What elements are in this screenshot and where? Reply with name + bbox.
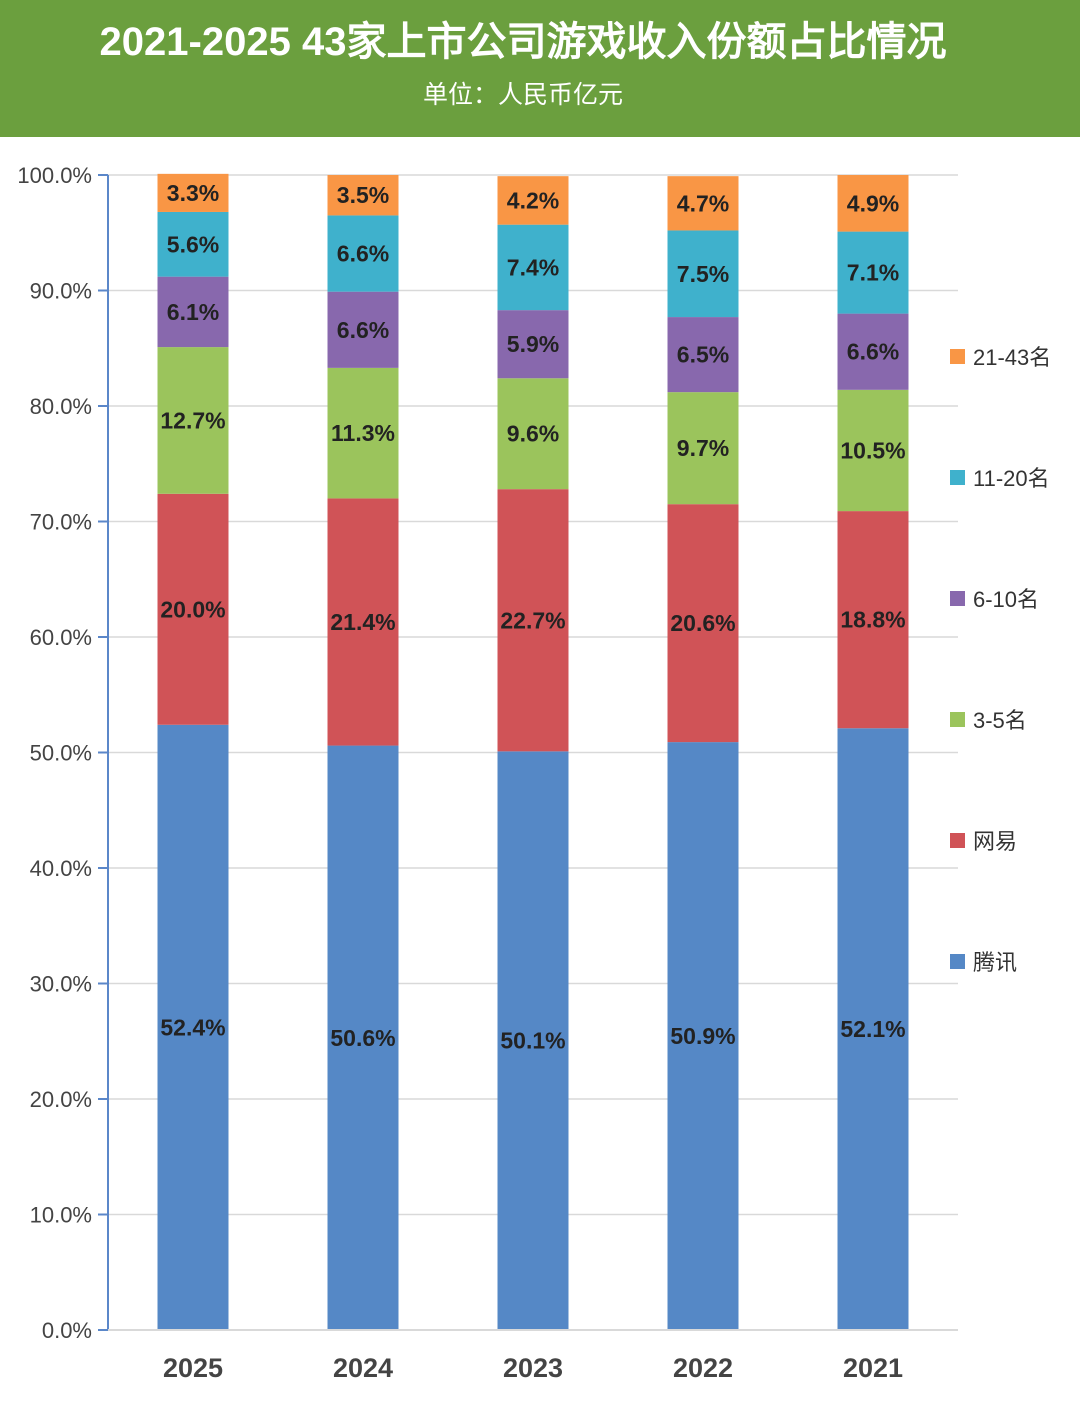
data-label: 9.6% xyxy=(507,421,559,447)
data-label: 9.7% xyxy=(677,435,729,461)
bar-segment xyxy=(837,511,909,729)
legend-label: 腾讯 xyxy=(973,950,1017,975)
legend-swatch xyxy=(950,833,965,848)
bar-segment xyxy=(667,742,739,1330)
data-label: 50.6% xyxy=(330,1025,395,1051)
bar-segment xyxy=(497,751,569,1330)
data-label: 7.5% xyxy=(677,261,729,287)
bar-segment xyxy=(327,745,399,1330)
data-label: 6.6% xyxy=(337,241,389,267)
bar-segment xyxy=(497,176,569,225)
y-tick-label: 40.0% xyxy=(30,856,92,881)
data-label: 5.9% xyxy=(507,331,559,357)
legend-label: 21-43名 xyxy=(973,345,1051,370)
bar-segment xyxy=(667,317,739,393)
bar-segment xyxy=(837,175,909,232)
title-banner: 2021-2025 43家上市公司游戏收入份额占比情况 单位：人民币亿元 xyxy=(0,0,1080,137)
y-tick-label: 20.0% xyxy=(30,1087,92,1112)
legend-swatch xyxy=(950,954,965,969)
data-label: 20.6% xyxy=(670,610,735,636)
bar-segment xyxy=(837,313,909,390)
y-tick-label: 70.0% xyxy=(30,510,92,535)
bar-segment xyxy=(837,389,909,512)
data-label: 6.1% xyxy=(167,299,219,325)
bar-segment xyxy=(327,367,399,499)
bar-segment xyxy=(837,231,909,314)
data-label: 3.5% xyxy=(337,182,389,208)
legend-swatch xyxy=(950,349,965,364)
legend-swatch xyxy=(950,591,965,606)
y-tick-label: 50.0% xyxy=(30,741,92,766)
chart-title: 2021-2025 43家上市公司游戏收入份额占比情况 xyxy=(99,20,947,64)
legend-swatch xyxy=(950,470,965,485)
data-label: 52.4% xyxy=(160,1014,225,1040)
y-tick-label: 10.0% xyxy=(30,1203,92,1228)
legend-swatch xyxy=(950,712,965,727)
x-tick-label: 2022 xyxy=(673,1353,733,1383)
legend-label: 3-5名 xyxy=(973,708,1027,733)
bar-segment xyxy=(497,489,569,752)
chart-subtitle: 单位：人民币亿元 xyxy=(422,81,623,109)
bar-segment xyxy=(667,230,739,318)
data-label: 21.4% xyxy=(330,609,395,635)
data-label: 12.7% xyxy=(160,407,225,433)
x-tick-label: 2023 xyxy=(503,1353,563,1383)
y-tick-label: 80.0% xyxy=(30,394,92,419)
bar-segment xyxy=(497,224,569,311)
data-label: 3.3% xyxy=(167,180,219,206)
data-label: 4.7% xyxy=(677,190,729,216)
data-label: 6.6% xyxy=(847,339,899,365)
stacked-bar-chart: 0.0% 10.0% 20.0% 30.0% 40.0% 50.0% 60.0% 70.0% 8… xyxy=(17,163,1051,1383)
bar-segment xyxy=(327,291,399,368)
x-tick-label: 2024 xyxy=(333,1353,393,1383)
legend-label: 6-10名 xyxy=(973,587,1039,612)
data-label: 22.7% xyxy=(500,607,565,633)
data-label: 5.6% xyxy=(167,231,219,257)
x-tick-label: 2021 xyxy=(843,1353,903,1383)
data-label: 4.2% xyxy=(507,187,559,213)
bar-segment xyxy=(497,378,569,490)
legend-label: 11-20名 xyxy=(973,466,1050,491)
bar-segment xyxy=(667,176,739,231)
bar-segment xyxy=(667,392,739,505)
data-label: 20.0% xyxy=(160,596,225,622)
bar-segment xyxy=(327,498,399,746)
bar-segment xyxy=(327,215,399,292)
y-tick-label: 90.0% xyxy=(30,279,92,304)
data-label: 18.8% xyxy=(840,607,905,633)
bar-segment xyxy=(667,504,739,743)
y-tick-label: 60.0% xyxy=(30,625,92,650)
bar-segment xyxy=(157,347,229,494)
data-label: 4.9% xyxy=(847,190,899,216)
data-label: 7.4% xyxy=(507,254,559,280)
data-label: 6.5% xyxy=(677,342,729,368)
data-label: 7.1% xyxy=(847,260,899,286)
data-label: 6.6% xyxy=(337,317,389,343)
bar-segment xyxy=(157,173,229,212)
bar-segment xyxy=(157,211,229,277)
bar-segment xyxy=(157,724,229,1330)
legend-label: 网易 xyxy=(973,829,1017,854)
data-label: 11.3% xyxy=(331,420,395,446)
data-label: 10.5% xyxy=(840,437,905,463)
bar-segment xyxy=(837,728,909,1330)
data-label: 52.1% xyxy=(840,1016,905,1042)
bar-segment xyxy=(157,276,229,348)
data-label: 50.9% xyxy=(670,1023,735,1049)
y-tick-label: 100.0% xyxy=(17,163,92,188)
bar-segment xyxy=(497,310,569,379)
y-tick-label: 30.0% xyxy=(30,972,92,997)
bar-segment xyxy=(327,175,399,216)
y-tick-label: 0.0% xyxy=(42,1318,92,1343)
x-tick-label: 2025 xyxy=(163,1353,223,1383)
bar-segment xyxy=(157,493,229,725)
data-label: 50.1% xyxy=(500,1028,565,1054)
